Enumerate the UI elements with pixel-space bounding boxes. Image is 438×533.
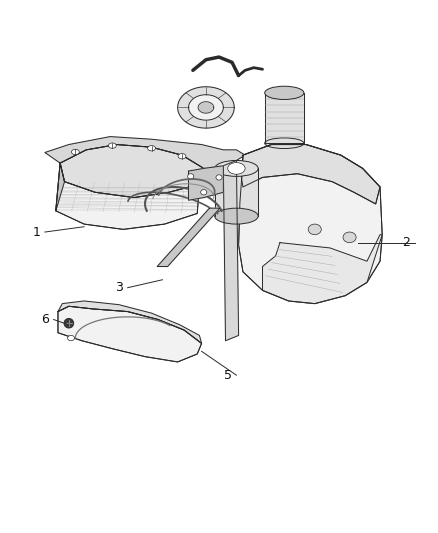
- Polygon shape: [198, 102, 214, 113]
- Ellipse shape: [216, 175, 222, 180]
- Polygon shape: [157, 208, 220, 266]
- Polygon shape: [58, 301, 201, 343]
- Polygon shape: [58, 306, 201, 362]
- Ellipse shape: [308, 224, 321, 235]
- Text: 1: 1: [32, 225, 40, 239]
- Ellipse shape: [148, 146, 155, 151]
- Ellipse shape: [228, 163, 245, 174]
- Polygon shape: [188, 166, 223, 200]
- Ellipse shape: [215, 160, 258, 176]
- Text: 6: 6: [41, 313, 49, 326]
- Text: 5: 5: [224, 369, 232, 382]
- Polygon shape: [262, 235, 382, 304]
- Ellipse shape: [215, 208, 258, 224]
- Ellipse shape: [201, 190, 207, 195]
- Ellipse shape: [67, 335, 74, 341]
- Polygon shape: [223, 160, 239, 341]
- Text: 2: 2: [402, 236, 410, 249]
- Polygon shape: [56, 163, 64, 211]
- Polygon shape: [188, 95, 223, 120]
- Polygon shape: [178, 87, 234, 128]
- Ellipse shape: [64, 318, 74, 328]
- Polygon shape: [56, 163, 199, 229]
- Ellipse shape: [109, 143, 116, 148]
- Ellipse shape: [265, 138, 304, 149]
- Polygon shape: [265, 93, 304, 143]
- Ellipse shape: [265, 86, 304, 100]
- Ellipse shape: [178, 154, 186, 159]
- Ellipse shape: [71, 149, 79, 155]
- Polygon shape: [239, 144, 382, 304]
- Polygon shape: [242, 144, 380, 204]
- Polygon shape: [45, 136, 245, 168]
- Text: 3: 3: [115, 281, 123, 294]
- Polygon shape: [60, 144, 204, 198]
- Ellipse shape: [187, 174, 194, 179]
- Polygon shape: [215, 168, 258, 216]
- Ellipse shape: [343, 232, 356, 243]
